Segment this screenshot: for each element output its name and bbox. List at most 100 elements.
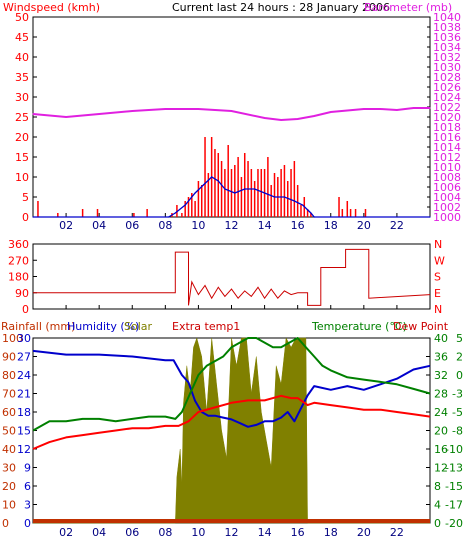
barometer-point-7 bbox=[263, 117, 266, 119]
top-xtick-label-08: 08 bbox=[158, 219, 172, 230]
bottom-xtick-label-20: 20 bbox=[357, 526, 371, 539]
rainfall-tick-7: 70 bbox=[2, 388, 16, 401]
extra-temp-line bbox=[32, 337, 431, 432]
top-xtick-label-16: 16 bbox=[291, 219, 305, 230]
extra-temp-tick-5: 20 bbox=[434, 425, 448, 438]
temperature-tick-7: -3 bbox=[452, 388, 463, 401]
humidity-tick-5: 15 bbox=[17, 425, 31, 438]
average-wind-point-15 bbox=[293, 200, 295, 202]
barometer-point-13 bbox=[379, 108, 381, 110]
humidity-tick-3: 9 bbox=[24, 462, 31, 475]
top-xtick-label-18: 18 bbox=[324, 219, 338, 230]
chart-title: Current last 24 hours : 28 January 2006 bbox=[172, 1, 390, 14]
barometer-point-3 bbox=[131, 110, 133, 112]
wind-ytick-label-10: 10 bbox=[15, 171, 29, 184]
baro-ytick-label-1004: 1004 bbox=[433, 191, 461, 204]
top-xtick-label-22: 22 bbox=[390, 219, 404, 230]
baro-ytick-label-1026: 1026 bbox=[433, 81, 461, 94]
baro-ytick-label-1016: 1016 bbox=[433, 131, 461, 144]
wind-ytick-label-40: 40 bbox=[15, 51, 29, 64]
humidity-tick-6: 18 bbox=[17, 406, 31, 419]
average-wind-point-12 bbox=[263, 192, 266, 194]
top-xtick-label-06: 06 bbox=[125, 219, 139, 230]
top-xtick-label-04: 04 bbox=[92, 219, 106, 230]
barometer-point-14 bbox=[396, 109, 398, 111]
baro-ytick-label-1036: 1036 bbox=[433, 31, 461, 44]
humidity-tick-1: 3 bbox=[24, 499, 31, 512]
extra-temp-tick-9: 36 bbox=[434, 351, 448, 364]
bottom-xtick-label-22: 22 bbox=[390, 526, 404, 539]
baro-ytick-label-1030: 1030 bbox=[433, 61, 461, 74]
humidity-tick-10: 30 bbox=[17, 332, 31, 345]
baro-ytick-label-1038: 1038 bbox=[433, 21, 461, 34]
average-wind-point-13 bbox=[273, 196, 276, 198]
average-wind-point-18 bbox=[313, 216, 315, 218]
rainfall-tick-8: 80 bbox=[2, 369, 16, 382]
compass-label-3: E bbox=[434, 287, 441, 300]
solar-axis-label: Solar bbox=[124, 320, 153, 333]
temperature-tick-0: -20 bbox=[445, 517, 463, 530]
baro-ytick-label-1020: 1020 bbox=[433, 111, 461, 124]
barometer-point-11 bbox=[330, 111, 332, 113]
wind-ytick-label-15: 15 bbox=[15, 151, 29, 164]
temperature-axis-label: Temperature (°C) bbox=[311, 320, 407, 333]
average-wind-point-0 bbox=[32, 216, 34, 218]
baro-ytick-label-1000: 1000 bbox=[433, 211, 461, 224]
humidity-tick-9: 27 bbox=[17, 351, 31, 364]
barometer-point-9 bbox=[297, 118, 299, 120]
baro-ytick-label-1002: 1002 bbox=[433, 201, 461, 214]
compass-label-4: N bbox=[434, 303, 442, 316]
dir-ytick-label-90: 90 bbox=[15, 287, 29, 300]
rainfall-tick-2: 20 bbox=[2, 480, 16, 493]
average-wind-line bbox=[33, 176, 430, 218]
compass-label-1: W bbox=[434, 254, 445, 267]
temperature-tick-8: 0 bbox=[456, 369, 463, 382]
compass-label-0: N bbox=[434, 238, 442, 251]
bottom-xtick-label-06: 06 bbox=[125, 526, 139, 539]
average-wind-point-11 bbox=[254, 188, 256, 190]
humidity-line bbox=[32, 349, 431, 428]
baro-ytick-label-1008: 1008 bbox=[433, 171, 461, 184]
average-wind-point-19 bbox=[429, 216, 431, 218]
wind-barometer-chart: Windspeed (kmh) Current last 24 hours : … bbox=[3, 1, 461, 230]
bottom-xtick-label-14: 14 bbox=[258, 526, 272, 539]
dir-ytick-label-0: 0 bbox=[22, 303, 29, 316]
temperature-tick-9: 2 bbox=[456, 351, 463, 364]
rainfall-tick-0: 0 bbox=[2, 517, 9, 530]
rainfall-axis-label: Rainfall (mm) bbox=[1, 320, 75, 333]
top-xtick-label-20: 20 bbox=[357, 219, 371, 230]
barometer-point-6 bbox=[230, 110, 233, 112]
temperature-tick-2: -15 bbox=[445, 480, 463, 493]
barometer-axis-label: Barometer (mb) bbox=[364, 1, 452, 14]
barometer-point-8 bbox=[280, 119, 282, 121]
average-wind-point-10 bbox=[244, 188, 246, 190]
top-xtick-label-12: 12 bbox=[225, 219, 239, 230]
average-wind-point-8 bbox=[224, 188, 226, 190]
barometer-point-16 bbox=[429, 107, 431, 109]
temperature-tick-4: -10 bbox=[445, 443, 463, 456]
barometer-point-2 bbox=[98, 113, 100, 115]
wind-ytick-label-5: 5 bbox=[22, 191, 29, 204]
rainfall-tick-5: 50 bbox=[2, 425, 16, 438]
average-wind-point-3 bbox=[184, 204, 186, 206]
baro-ytick-label-1018: 1018 bbox=[433, 121, 461, 134]
bottom-xtick-label-10: 10 bbox=[191, 526, 205, 539]
humidity-tick-0: 0 bbox=[24, 517, 31, 530]
extra-temp-tick-10: 40 bbox=[434, 332, 448, 345]
average-wind-point-2 bbox=[174, 212, 176, 214]
bottom-xtick-label-04: 04 bbox=[92, 526, 106, 539]
dir-ytick-label-270: 270 bbox=[8, 254, 29, 267]
top-xtick-label-14: 14 bbox=[258, 219, 272, 230]
baro-ytick-label-1032: 1032 bbox=[433, 51, 461, 64]
wind-ytick-label-50: 50 bbox=[15, 11, 29, 24]
humidity-tick-8: 24 bbox=[17, 369, 31, 382]
average-wind-point-17 bbox=[310, 212, 312, 214]
bottom-xtick-label-08: 08 bbox=[158, 526, 172, 539]
barometer-point-15 bbox=[412, 107, 415, 109]
extra-temp-tick-7: 28 bbox=[434, 388, 448, 401]
extra-temp-tick-4: 16 bbox=[434, 443, 448, 456]
baro-ytick-label-1022: 1022 bbox=[433, 101, 461, 114]
dir-ytick-label-180: 180 bbox=[8, 271, 29, 284]
